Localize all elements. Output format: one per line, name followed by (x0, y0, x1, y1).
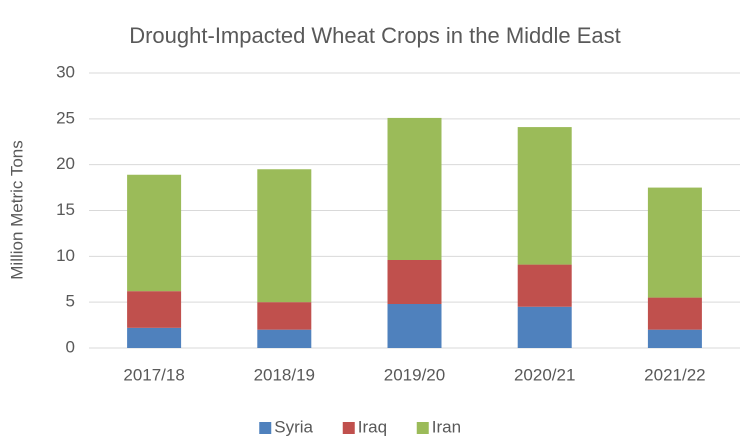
x-tick-label: 2019/20 (384, 365, 445, 384)
x-tick-label: 2020/21 (514, 365, 575, 384)
bar-segment (127, 327, 182, 348)
x-tick-label: 2018/19 (254, 365, 315, 384)
y-tick-label: 10 (56, 246, 75, 265)
bar-segment (647, 329, 702, 348)
bar-segment (127, 174, 182, 292)
y-tick-label: 25 (56, 108, 75, 127)
legend-swatch (259, 422, 272, 434)
legend-label: Iraq (358, 417, 387, 436)
bar-segment (387, 304, 442, 348)
bar-segment (517, 264, 572, 307)
bar-segment (257, 302, 312, 330)
bar-segment (127, 291, 182, 328)
legend-swatch (342, 422, 355, 434)
y-tick-label: 20 (56, 154, 75, 173)
legend-swatch (416, 422, 429, 434)
y-tick-label: 30 (56, 62, 75, 81)
bar-segment (517, 306, 572, 348)
bar-segment (387, 260, 442, 304)
x-tick-label: 2021/22 (644, 365, 705, 384)
legend-label: Iran (432, 417, 461, 436)
bar-segment (387, 117, 442, 261)
y-axis-label: Million Metric Tons (7, 140, 26, 280)
legend-label: Syria (274, 417, 313, 436)
y-tick-label: 15 (56, 200, 75, 219)
bar-segment (257, 169, 312, 303)
bar-segment (257, 329, 312, 348)
bar-segment (517, 127, 572, 265)
y-tick-label: 0 (66, 337, 75, 356)
chart-title: Drought-Impacted Wheat Crops in the Midd… (129, 23, 621, 48)
bar-segment (647, 187, 702, 298)
x-tick-label: 2017/18 (123, 365, 184, 384)
bar-segment (647, 297, 702, 330)
y-tick-label: 5 (66, 292, 75, 311)
